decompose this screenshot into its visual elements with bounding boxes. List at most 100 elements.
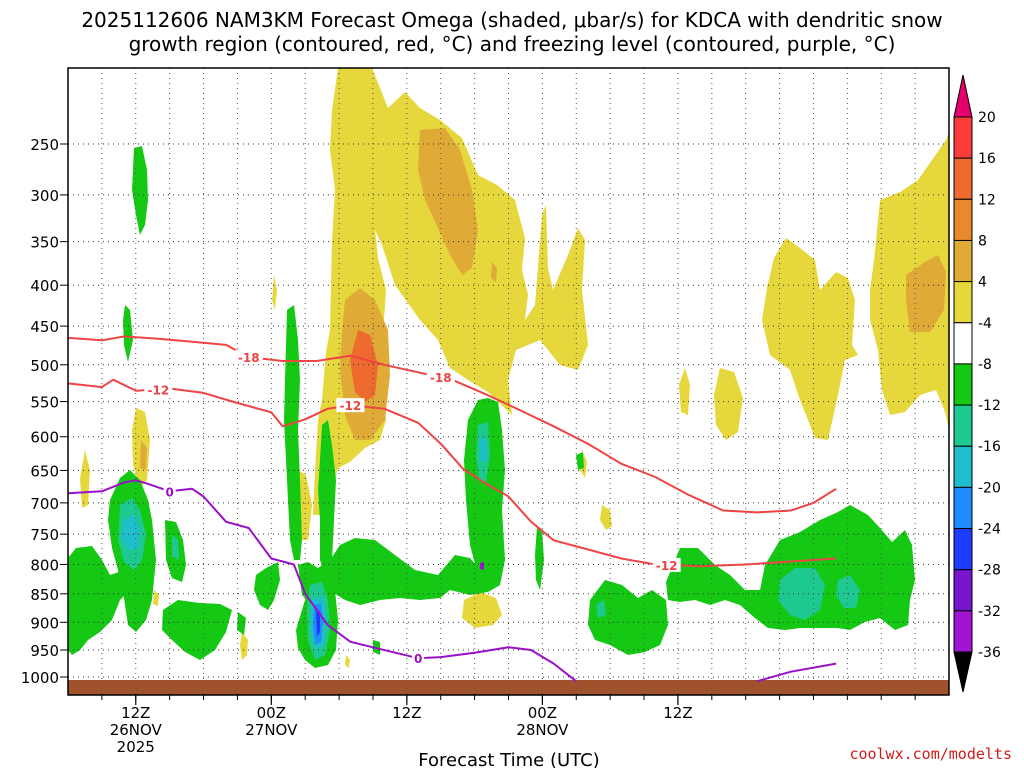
contour-label: -18 xyxy=(430,371,452,385)
omega-region-green xyxy=(318,420,336,580)
omega-region-lightorange xyxy=(906,255,946,332)
contour-label: -12 xyxy=(340,399,362,413)
omega-region-teal xyxy=(778,568,825,620)
colorbar-label: -16 xyxy=(978,439,1001,455)
omega-region-green xyxy=(464,398,505,590)
colorbar-label: -24 xyxy=(978,522,1001,538)
omega-region-green xyxy=(237,612,246,635)
omega-region-green xyxy=(576,452,584,470)
x-tick-label: 12Z xyxy=(121,704,150,722)
colorbar-label: -12 xyxy=(978,398,1001,414)
y-tick-label: 600 xyxy=(30,429,59,447)
contour-line-temp-minus12 xyxy=(68,378,837,568)
colorbar-bin xyxy=(953,157,973,200)
y-axis: 250 300 350 400 450 500 550 600 650 700 750 800 850 9… xyxy=(21,136,68,687)
x-tick-label: 26NOV xyxy=(110,721,163,739)
temperature-contours: -18 -18 -12 -12 -12 0 0 xyxy=(68,335,837,683)
colorbar-bin xyxy=(953,363,973,406)
omega-region-yellow xyxy=(345,655,350,668)
colorbar-bin xyxy=(953,116,973,159)
omega-region-purple xyxy=(480,562,484,570)
omega-region-cyan xyxy=(480,438,487,462)
colorbar-label: 4 xyxy=(978,275,987,291)
x-tick-label: 00Z xyxy=(528,704,557,722)
colorbar-label: 16 xyxy=(978,151,996,167)
contour-line-temp-0 xyxy=(68,479,577,683)
colorbar-bin xyxy=(953,198,973,241)
omega-region-teal xyxy=(836,575,860,608)
colorbar-label: -4 xyxy=(978,316,992,332)
y-tick-label: 550 xyxy=(30,394,59,412)
omega-region-teal xyxy=(172,535,179,560)
colorbar-bin xyxy=(953,486,973,530)
omega-region-green xyxy=(123,305,133,362)
y-tick-label: 650 xyxy=(30,462,59,480)
omega-region-orange xyxy=(350,330,378,402)
colorbar-bin xyxy=(953,610,973,653)
omega-region-yellow xyxy=(313,68,588,515)
omega-region-yellow xyxy=(153,590,159,606)
omega-region-yellow xyxy=(272,275,277,310)
colorbar-label: -8 xyxy=(978,357,992,373)
colorbar-label: -28 xyxy=(978,563,1001,579)
omega-region-green xyxy=(132,146,148,235)
colorbar-bin xyxy=(953,322,973,365)
omega-region-yellow xyxy=(679,368,690,415)
contour-label: 0 xyxy=(414,652,422,666)
omega-region-darkblue xyxy=(316,611,320,636)
colorbar-bin xyxy=(953,569,973,612)
colorbar-label: 8 xyxy=(978,233,987,249)
y-tick-label: 500 xyxy=(30,357,59,375)
credit-link[interactable]: coolwx.com/modelts xyxy=(849,745,1012,763)
x-tick-label: 2025 xyxy=(117,738,155,756)
contour-label: -18 xyxy=(238,351,260,365)
y-tick-label: 850 xyxy=(30,586,59,604)
x-tick-label: 27NOV xyxy=(245,721,298,739)
contour-label: -12 xyxy=(656,559,678,573)
x-tick-label: 00Z xyxy=(257,704,286,722)
x-tick-label: 12Z xyxy=(663,704,692,722)
colorbar-label: 12 xyxy=(978,192,996,208)
omega-region-yellow xyxy=(462,592,502,628)
y-tick-label: 450 xyxy=(30,318,59,336)
contour-label: 0 xyxy=(165,485,173,499)
contour-label-bg xyxy=(652,557,681,572)
omega-region-green xyxy=(588,580,668,655)
colorbar-top-arrow xyxy=(953,74,973,118)
y-tick-label: 750 xyxy=(30,526,59,544)
colorbar-label: 20 xyxy=(978,110,996,126)
colorbar-bottom-arrow xyxy=(953,651,973,693)
ground-strip xyxy=(68,680,949,695)
omega-region-yellow xyxy=(80,450,90,508)
colorbar-bin xyxy=(953,239,973,283)
omega-region-green xyxy=(162,600,232,660)
y-tick-label: 1000 xyxy=(21,669,59,687)
colorbar: 20 16 12 8 4 -4 -8 -12 -16 -20 -24 -28 -32 -36 xyxy=(953,74,1001,693)
contour-label: -12 xyxy=(148,383,170,397)
contour-label-bg xyxy=(144,382,173,397)
colorbar-bin xyxy=(953,445,973,488)
chart-title-line1: 2025112606 NAM3KM Forecast Omega (shaded… xyxy=(81,8,942,32)
y-tick-label: 700 xyxy=(30,495,59,513)
contour-label-bg xyxy=(336,398,365,413)
omega-region-lightorange xyxy=(418,128,478,275)
contour-label-bg xyxy=(163,484,176,499)
colorbar-label: -20 xyxy=(978,480,1001,496)
omega-region-green xyxy=(68,546,130,655)
colorbar-bin xyxy=(953,281,973,324)
colorbar-bin xyxy=(953,404,973,447)
y-tick-label: 900 xyxy=(30,614,59,632)
omega-region-green xyxy=(284,305,302,560)
x-axis-label: Forecast Time (UTC) xyxy=(418,750,599,768)
y-tick-label: 250 xyxy=(30,136,59,154)
x-tick-label: 12Z xyxy=(392,704,421,722)
y-tick-label: 400 xyxy=(30,277,59,295)
omega-region-yellow xyxy=(762,238,858,440)
y-tick-label: 350 xyxy=(30,234,59,252)
omega-region-yellow xyxy=(714,368,743,440)
grid-lines xyxy=(68,68,949,695)
colorbar-bin xyxy=(953,528,973,571)
colorbar-label: -32 xyxy=(978,604,1001,620)
